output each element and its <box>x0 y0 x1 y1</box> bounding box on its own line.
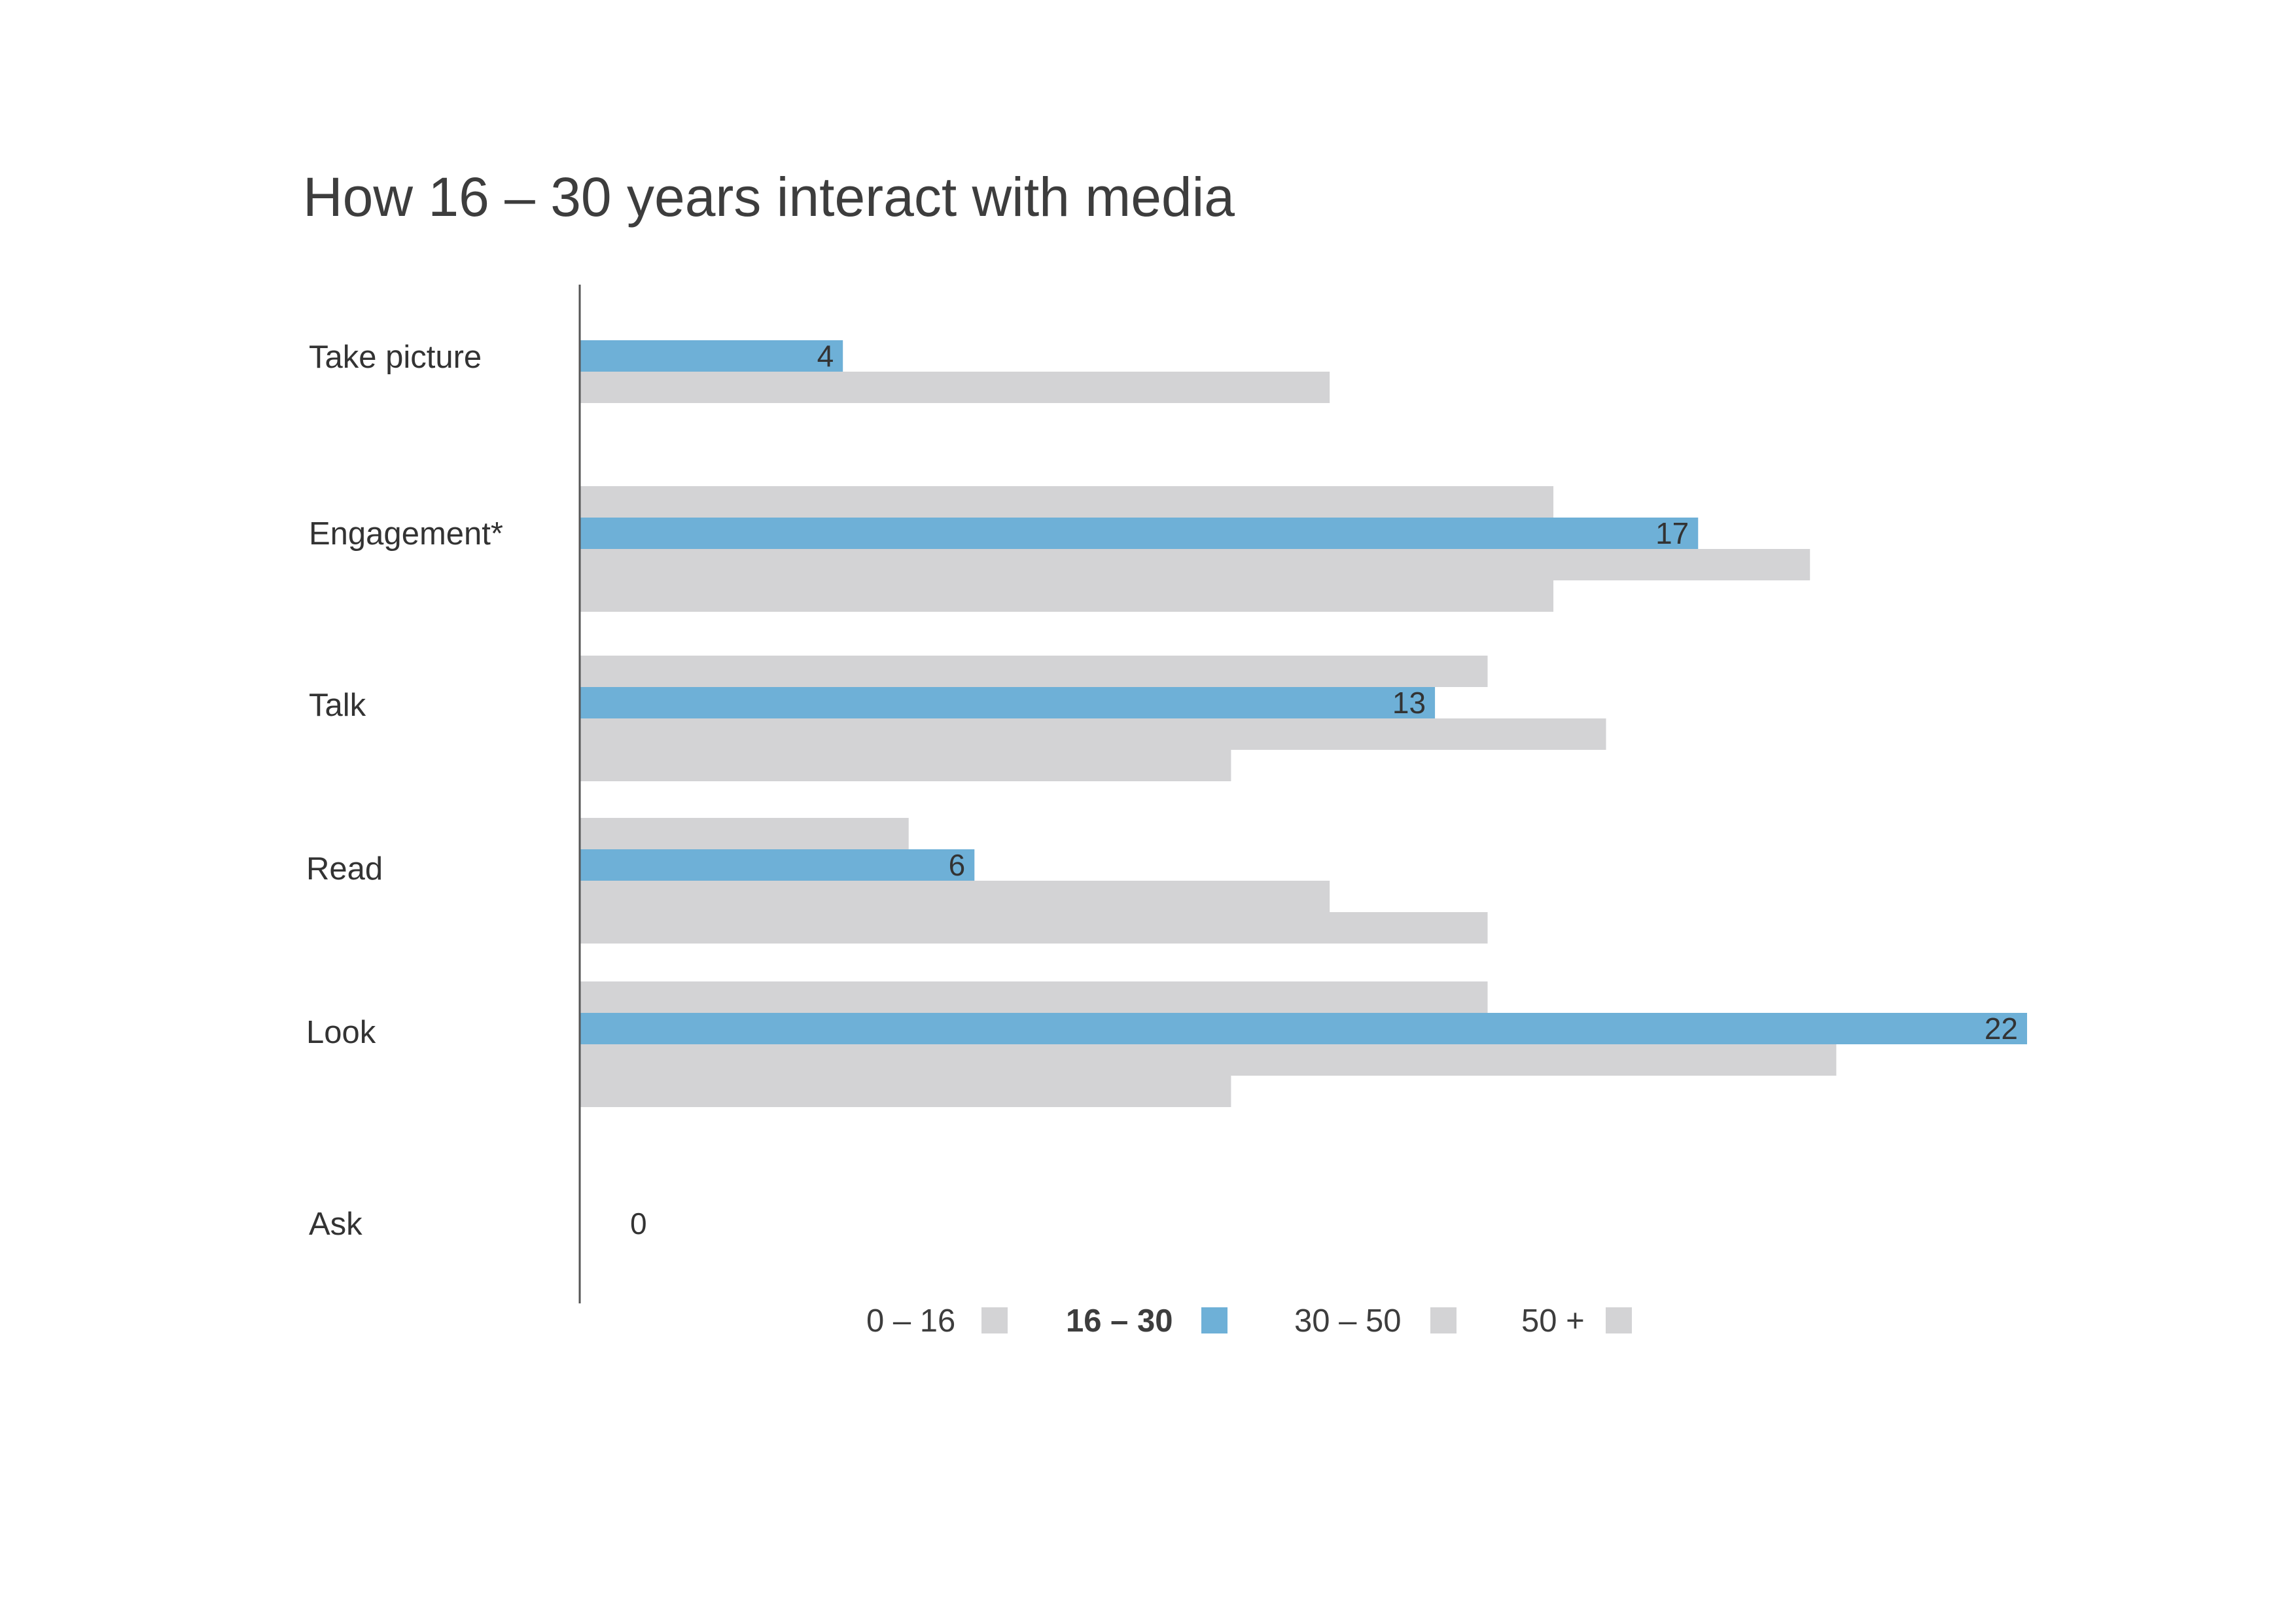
bar-engagement-16-30 <box>580 518 1699 549</box>
data-label: 13 <box>1392 686 1426 720</box>
data-labels-group: 4 17 13 6 22 0 <box>630 339 2018 1241</box>
category-label: Talk <box>309 688 366 723</box>
legend-swatch <box>1201 1307 1227 1333</box>
data-label: 22 <box>1985 1012 2018 1046</box>
bar-talk-30-50 <box>580 718 1606 750</box>
bar-read-50 <box>580 912 1488 944</box>
bar-talk-50 <box>580 750 1231 781</box>
category-label: Ask <box>309 1207 362 1242</box>
bar-take-picture-16-30 <box>580 340 843 372</box>
legend-label: 50 + <box>1521 1303 1585 1339</box>
legend-swatch <box>1606 1307 1632 1333</box>
bar-read-0-16 <box>580 818 909 849</box>
data-label: 4 <box>817 339 834 373</box>
bar-engagement-0-16 <box>580 486 1554 518</box>
legend-swatch <box>1430 1307 1457 1333</box>
bar-look-50 <box>580 1076 1231 1107</box>
category-label: Read <box>306 851 383 887</box>
legend-label: 30 – 50 <box>1294 1303 1402 1339</box>
category-label: Look <box>306 1015 376 1050</box>
legend-swatch <box>981 1307 1008 1333</box>
bars-group <box>580 340 2027 1107</box>
bar-engagement-30-50 <box>580 549 1810 580</box>
bar-read-16-30 <box>580 849 975 881</box>
legend: 0 – 16 16 – 30 30 – 50 50 + <box>866 1303 1632 1339</box>
bar-look-30-50 <box>580 1044 1837 1076</box>
bar-look-16-30 <box>580 1013 2027 1044</box>
bar-engagement-50 <box>580 580 1554 612</box>
data-label: 6 <box>949 848 966 882</box>
category-labels-group: Take picture Engagement* Talk Read Look Ask <box>306 340 503 1242</box>
bar-read-30-50 <box>580 881 1330 912</box>
data-label: 17 <box>1655 516 1689 550</box>
category-label: Take picture <box>309 340 482 375</box>
category-label: Engagement* <box>309 516 503 552</box>
bar-look-0-16 <box>580 981 1488 1013</box>
data-label: 0 <box>630 1207 647 1241</box>
chart-title: How 16 – 30 years interact with media <box>303 166 1235 228</box>
legend-label: 0 – 16 <box>866 1303 955 1339</box>
legend-label: 16 – 30 <box>1066 1303 1173 1339</box>
bar-take-picture-30-50 <box>580 372 1330 403</box>
bar-talk-0-16 <box>580 656 1488 687</box>
bar-talk-16-30 <box>580 687 1436 718</box>
